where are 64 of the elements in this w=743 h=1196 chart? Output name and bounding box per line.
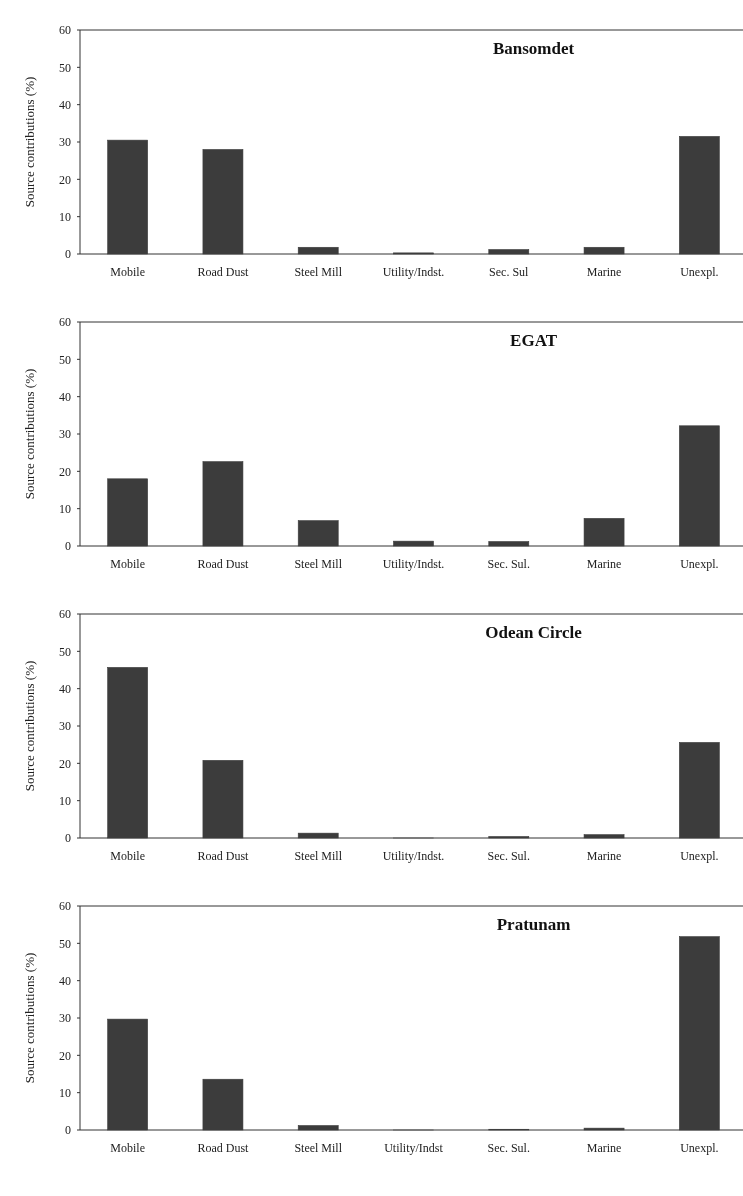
x-tick-label: Road Dust: [197, 849, 250, 863]
x-tick-label: Marine: [586, 1141, 622, 1155]
x-tick-label: Unexpl.: [680, 265, 719, 279]
text: Odean Circle: [485, 623, 583, 642]
x-tick-label: Mobile: [110, 1141, 145, 1155]
y-tick-label: 20: [59, 464, 71, 479]
y-tick-label: 10: [59, 1085, 71, 1100]
x-tick-label: Road Dust: [197, 1141, 250, 1155]
y-tick-label: 60: [59, 23, 71, 38]
y-tick-label: 40: [59, 97, 71, 112]
x-tick-label: Road Dust: [197, 265, 250, 279]
y-tick-label: 30: [59, 427, 71, 442]
y-tick-label: 60: [59, 315, 71, 330]
x-tick-label: Marine: [586, 265, 622, 279]
x-tick-label: Sec. Sul.: [487, 849, 530, 863]
y-tick-label: 60: [59, 607, 71, 622]
y-axis-title: Source contributions (%): [22, 660, 37, 792]
y-tick-label: 0: [65, 539, 71, 554]
x-tick-label: Unexpl.: [680, 1141, 719, 1155]
text: Bansomdet: [492, 39, 575, 58]
y-tick-label: 10: [59, 209, 71, 224]
y-axis-title: Source contributions (%): [22, 952, 37, 1084]
y-tick-label: 50: [59, 60, 71, 75]
y-tick-label: 50: [59, 644, 71, 659]
x-tick-label: Utility/Indst: [384, 1141, 444, 1155]
y-tick-label: 0: [65, 831, 71, 846]
x-tick-label: Utility/Indst.: [382, 265, 445, 279]
x-tick-label: Mobile: [110, 557, 145, 571]
y-tick-label: 30: [59, 135, 71, 150]
x-tick-label: Unexpl.: [680, 849, 719, 863]
x-tick-label: Steel Mill: [294, 557, 343, 571]
y-tick-label: 0: [65, 247, 71, 262]
x-tick-label: Steel Mill: [294, 1141, 343, 1155]
y-axis-title: Source contributions (%): [22, 76, 37, 208]
y-tick-label: 60: [59, 899, 71, 914]
x-tick-label: Marine: [586, 849, 622, 863]
x-tick-label: Sec. Sul.: [487, 557, 530, 571]
y-tick-label: 30: [59, 1011, 71, 1026]
x-tick-label: Sec. Sul: [489, 265, 530, 279]
y-axis-title: Source contributions (%): [22, 368, 37, 500]
x-tick-label: Utility/Indst.: [382, 849, 445, 863]
y-tick-label: 0: [65, 1123, 71, 1138]
text: EGAT: [510, 331, 558, 350]
y-tick-label: 20: [59, 172, 71, 187]
y-tick-label: 20: [59, 1048, 71, 1063]
x-tick-label: Sec. Sul.: [487, 1141, 530, 1155]
x-tick-label: Steel Mill: [294, 849, 343, 863]
y-tick-label: 10: [59, 793, 71, 808]
y-tick-label: 50: [59, 352, 71, 367]
y-tick-label: 30: [59, 719, 71, 734]
y-tick-label: 40: [59, 389, 71, 404]
y-tick-label: 40: [59, 681, 71, 696]
y-tick-label: 40: [59, 973, 71, 988]
y-tick-label: 20: [59, 756, 71, 771]
y-tick-label: 10: [59, 501, 71, 516]
x-tick-label: Road Dust: [197, 557, 250, 571]
y-tick-label: 50: [59, 936, 71, 951]
x-tick-label: Marine: [586, 557, 622, 571]
x-tick-label: Utility/Indst.: [382, 557, 445, 571]
x-tick-label: Mobile: [110, 849, 145, 863]
x-tick-label: Steel Mill: [294, 265, 343, 279]
text: Pratunam: [496, 915, 571, 934]
x-tick-label: Mobile: [110, 265, 145, 279]
x-tick-label: Unexpl.: [680, 557, 719, 571]
